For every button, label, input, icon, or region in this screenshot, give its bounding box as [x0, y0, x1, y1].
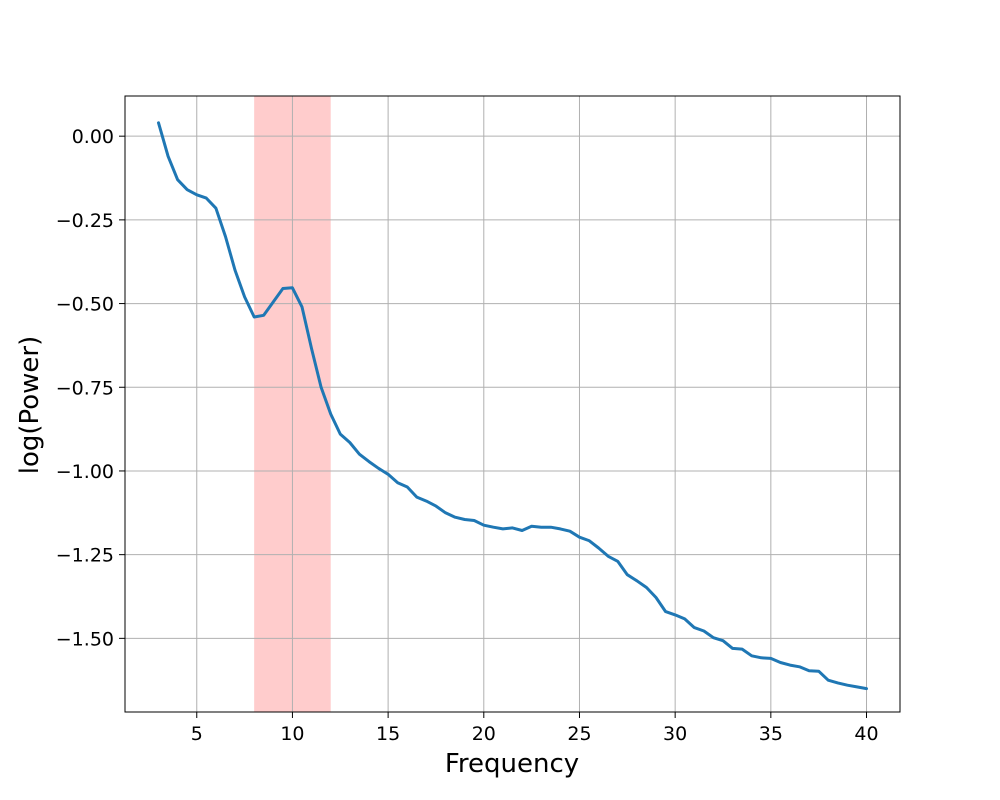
- x-tick-label: 10: [280, 723, 304, 745]
- y-tick-label: −1.25: [56, 545, 114, 567]
- x-tick-label: 20: [472, 723, 496, 745]
- x-tick-label: 40: [854, 723, 878, 745]
- x-tick-label: 25: [567, 723, 591, 745]
- y-axis-label: log(Power): [15, 336, 45, 475]
- y-tick-label: −0.75: [56, 377, 114, 399]
- x-tick-label: 5: [191, 723, 203, 745]
- plot-area: 5 10 15 20 25 30 35 40 0.00 −0.25 −0.50 −0.75 −1.00 −…: [56, 95, 901, 745]
- y-tick-label: −0.25: [56, 210, 114, 232]
- y-tick-label: 0.00: [72, 126, 114, 148]
- x-axis-label: Frequency: [445, 749, 579, 779]
- y-tick-label: −0.50: [56, 294, 114, 316]
- series-line: [157, 121, 868, 691]
- y-tick-label: −1.50: [56, 628, 114, 650]
- y-tick-label: −1.00: [56, 461, 114, 483]
- axes-frame: [124, 95, 901, 713]
- x-tick-label: 15: [376, 723, 400, 745]
- x-tick-label: 35: [759, 723, 783, 745]
- x-tick-label: 30: [663, 723, 687, 745]
